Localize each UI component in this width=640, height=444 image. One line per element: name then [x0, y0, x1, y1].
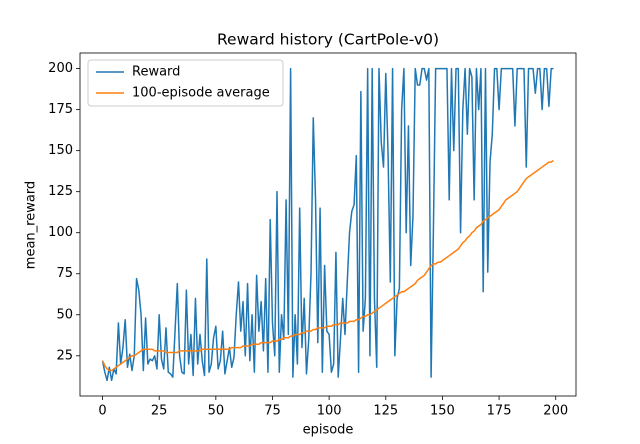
x-tick-label: 25 — [151, 404, 168, 419]
y-tick-label: 125 — [48, 184, 73, 199]
series-line — [101, 67, 554, 382]
legend-label: 100-episode average — [132, 86, 270, 101]
legend-box — [87, 59, 284, 107]
y-tick-label: 100 — [48, 225, 73, 240]
y-tick-label: 25 — [56, 348, 73, 363]
y-axis-label: mean_reward — [24, 181, 39, 269]
legend-label: Reward — [132, 65, 180, 80]
y-tick-label: 75 — [56, 266, 73, 281]
x-tick-label: 50 — [208, 404, 225, 419]
y-tick-label: 200 — [48, 61, 73, 76]
x-tick-label: 200 — [543, 404, 568, 419]
x-axis-label: episode — [303, 423, 354, 438]
x-tick-label: 0 — [98, 404, 106, 419]
y-tick-label: 50 — [56, 307, 73, 322]
y-tick-label: 150 — [48, 143, 73, 158]
plot-area — [101, 67, 554, 382]
x-tick-label: 125 — [373, 404, 398, 419]
chart-title: Reward history (CartPole-v0) — [217, 31, 439, 49]
x-tick-label: 175 — [487, 404, 512, 419]
y-tick-label: 175 — [48, 102, 73, 117]
x-tick-label: 100 — [317, 404, 342, 419]
axes-frame — [79, 52, 577, 397]
x-tick-label: 75 — [264, 404, 281, 419]
series-line — [101, 159, 554, 372]
legend: Reward 100-episode average — [87, 59, 284, 107]
x-tick-label: 150 — [430, 404, 455, 419]
